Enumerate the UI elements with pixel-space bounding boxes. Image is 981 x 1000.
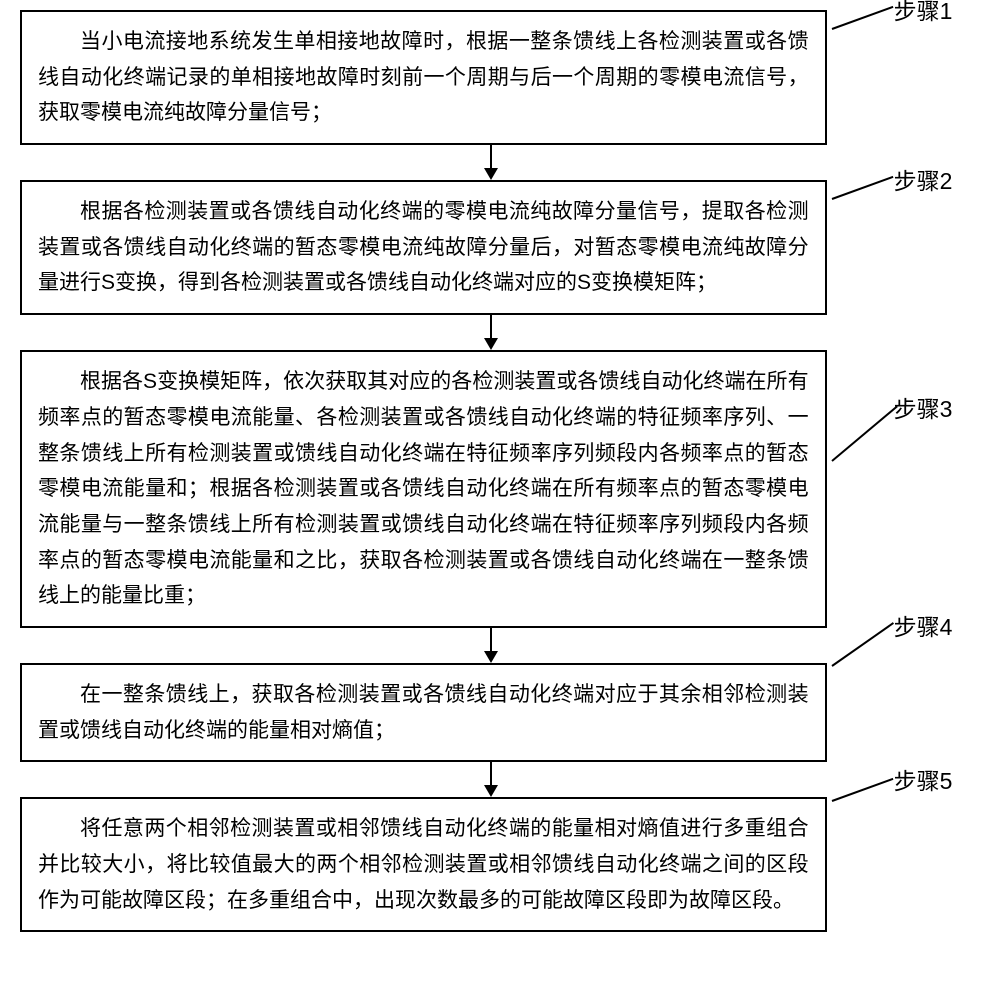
arrow-4 (86, 762, 896, 797)
connector-line-3 (831, 406, 897, 462)
step-row-5: 将任意两个相邻检测装置或相邻馈线自动化终端的能量相对熵值进行多重组合并比较大小，… (20, 797, 961, 932)
arrow-head-icon (484, 785, 498, 797)
step-label-3: 步骤3 (894, 390, 953, 424)
step-label-1: 步骤1 (894, 0, 953, 26)
arrow-2 (86, 315, 896, 350)
step-box-5: 将任意两个相邻检测装置或相邻馈线自动化终端的能量相对熵值进行多重组合并比较大小，… (20, 797, 827, 932)
arrow-1 (86, 145, 896, 180)
step-row-1: 当小电流接地系统发生单相接地故障时，根据一整条馈线上各检测装置或各馈线自动化终端… (20, 10, 961, 145)
step-label-4: 步骤4 (894, 608, 953, 642)
arrow-head-icon (484, 651, 498, 663)
step-box-3: 根据各S变换模矩阵，依次获取其对应的各检测装置或各馈线自动化终端在所有频率点的暂… (20, 350, 827, 628)
step-box-2: 根据各检测装置或各馈线自动化终端的零模电流纯故障分量信号，提取各检测装置或各馈线… (20, 180, 827, 315)
step-row-2: 根据各检测装置或各馈线自动化终端的零模电流纯故障分量信号，提取各检测装置或各馈线… (20, 180, 961, 315)
arrow-3 (86, 628, 896, 663)
step-box-1: 当小电流接地系统发生单相接地故障时，根据一整条馈线上各检测装置或各馈线自动化终端… (20, 10, 827, 145)
step-text-5: 将任意两个相邻检测装置或相邻馈线自动化终端的能量相对熵值进行多重组合并比较大小，… (38, 811, 809, 918)
flowchart-container: 当小电流接地系统发生单相接地故障时，根据一整条馈线上各检测装置或各馈线自动化终端… (20, 10, 961, 932)
arrow-head-icon (484, 168, 498, 180)
step-box-4: 在一整条馈线上，获取各检测装置或各馈线自动化终端对应于其余相邻检测装置或馈线自动… (20, 663, 827, 762)
step-label-5: 步骤5 (894, 762, 953, 796)
step-text-1: 当小电流接地系统发生单相接地故障时，根据一整条馈线上各检测装置或各馈线自动化终端… (38, 24, 809, 131)
connector-line-1 (831, 6, 893, 30)
step-text-3: 根据各S变换模矩阵，依次获取其对应的各检测装置或各馈线自动化终端在所有频率点的暂… (38, 364, 809, 614)
step-label-2: 步骤2 (894, 162, 953, 196)
step-row-3: 根据各S变换模矩阵，依次获取其对应的各检测装置或各馈线自动化终端在所有频率点的暂… (20, 350, 961, 628)
step-text-2: 根据各检测装置或各馈线自动化终端的零模电流纯故障分量信号，提取各检测装置或各馈线… (38, 194, 809, 301)
step-text-4: 在一整条馈线上，获取各检测装置或各馈线自动化终端对应于其余相邻检测装置或馈线自动… (38, 677, 809, 748)
step-row-4: 在一整条馈线上，获取各检测装置或各馈线自动化终端对应于其余相邻检测装置或馈线自动… (20, 663, 961, 762)
connector-line-2 (831, 176, 893, 200)
arrow-head-icon (484, 338, 498, 350)
